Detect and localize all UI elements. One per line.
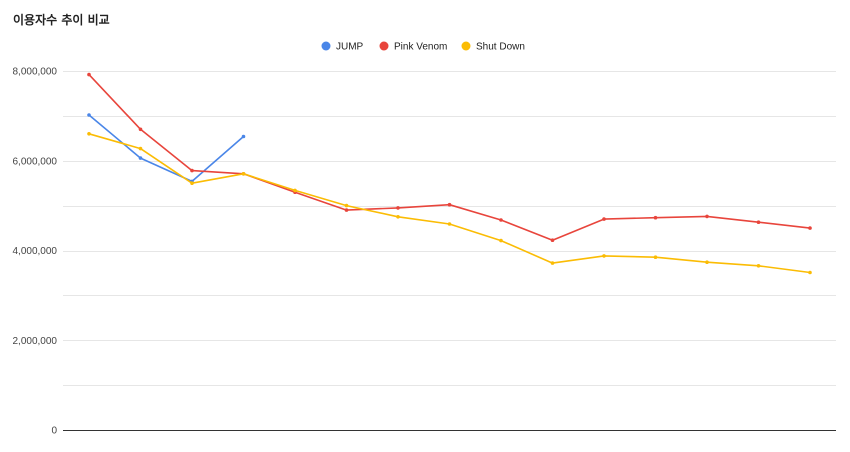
data-point: [550, 238, 555, 242]
data-point: [653, 255, 658, 259]
data-point: [344, 208, 349, 212]
y-tick-label: 8,000,000: [13, 67, 58, 78]
data-point: [602, 254, 606, 258]
data-point: [138, 156, 143, 160]
data-point: [138, 146, 143, 151]
data-point: [808, 270, 812, 275]
data-point: [705, 214, 709, 219]
data-point: [190, 168, 194, 173]
data-point: [550, 261, 555, 265]
data-point: [653, 215, 658, 220]
data-point: [447, 222, 452, 226]
data-point: [396, 206, 400, 210]
data-point: [241, 172, 246, 176]
legend-label: Shut Down: [476, 42, 525, 53]
data-point: [756, 264, 761, 268]
legend-label: JUMP: [336, 42, 364, 53]
data-point: [499, 218, 503, 222]
y-tick-label: 6,000,000: [13, 156, 58, 167]
y-tick-label: 4,000,000: [13, 246, 58, 257]
data-point: [808, 226, 812, 230]
data-point: [241, 134, 246, 139]
data-point: [602, 217, 606, 221]
legend-marker: [321, 41, 331, 51]
legend-marker: [379, 41, 389, 51]
data-point: [87, 72, 91, 77]
data-point: [705, 260, 709, 265]
y-tick-label: 0: [51, 426, 57, 437]
y-tick-label: 2,000,000: [13, 336, 58, 347]
data-point: [293, 188, 297, 193]
chart-title: 이용자수 추이 비교: [13, 13, 110, 27]
series-line: [88, 114, 245, 183]
data-point: [396, 215, 400, 219]
data-point: [87, 132, 91, 136]
data-point: [756, 220, 761, 224]
data-point: [344, 203, 349, 208]
data-point: [190, 181, 194, 185]
data-point: [87, 113, 91, 117]
data-point: [138, 127, 143, 132]
legend-marker: [461, 41, 471, 51]
data-point: [447, 202, 452, 207]
series-line: [88, 74, 811, 241]
legend-label: Pink Venom: [394, 42, 447, 53]
data-point: [499, 238, 503, 243]
